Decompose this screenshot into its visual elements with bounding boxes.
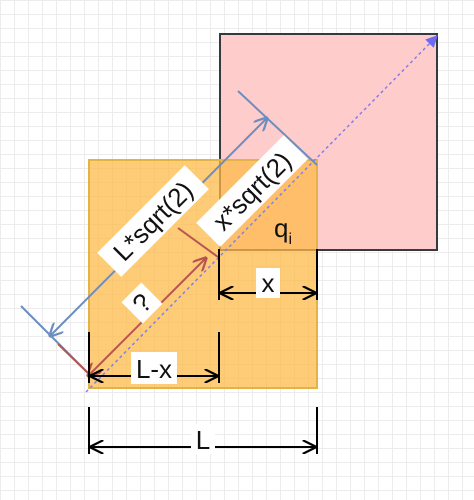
l-label-bg <box>191 424 215 454</box>
q-subscript: i <box>288 231 292 248</box>
diag-big-label-bg <box>97 165 209 277</box>
blue-extension-line-right <box>237 90 318 166</box>
red-extension-line <box>57 343 90 375</box>
q-letter: q <box>274 213 288 243</box>
dotted-diagonal <box>85 35 438 393</box>
l-minus-x-label: L-x <box>136 354 172 384</box>
question-label-bg <box>121 282 163 324</box>
x-label: x <box>262 268 275 298</box>
diag-small-label-bg <box>196 135 308 247</box>
l-minus-x-label-bg <box>131 352 177 384</box>
q-label: qi <box>274 213 292 248</box>
x-label-bg <box>256 268 280 298</box>
l-label: L <box>196 425 210 455</box>
red-extension-line-top <box>177 227 219 258</box>
